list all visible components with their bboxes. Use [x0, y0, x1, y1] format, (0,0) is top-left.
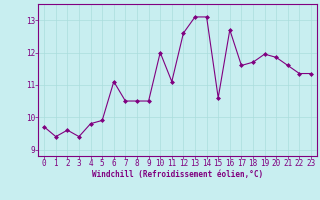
X-axis label: Windchill (Refroidissement éolien,°C): Windchill (Refroidissement éolien,°C) — [92, 170, 263, 179]
